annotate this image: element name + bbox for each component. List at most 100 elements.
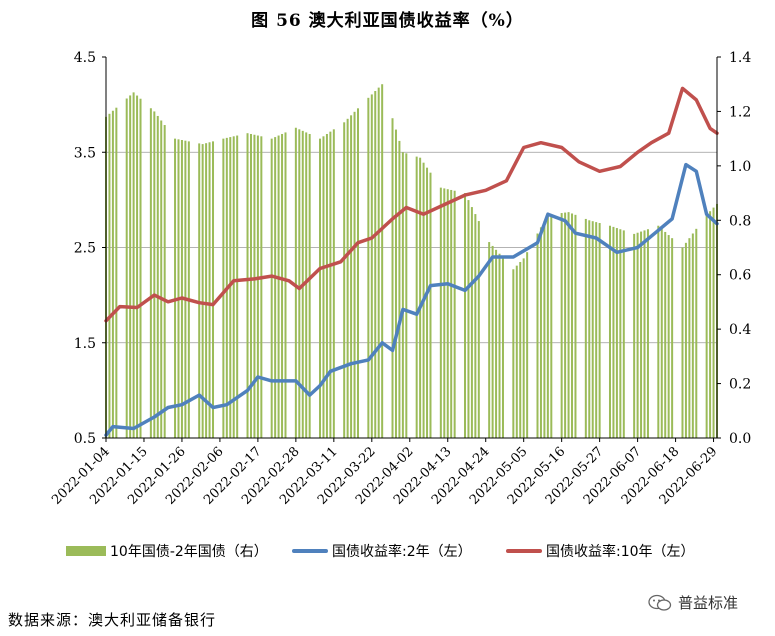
spread-bar — [598, 223, 601, 438]
spread-bar — [512, 269, 515, 438]
wechat-icon — [648, 594, 672, 611]
spread-bar — [539, 227, 542, 438]
spread-bar — [584, 218, 587, 438]
legend-item-spread: 10年国债-2年国债（右） — [66, 541, 268, 561]
spread-bar — [443, 188, 446, 438]
spread-bar — [260, 136, 263, 438]
spread-bar — [129, 95, 132, 438]
spread-bar — [253, 134, 256, 438]
spread-bar — [681, 247, 684, 438]
spread-bar — [643, 230, 646, 438]
spread-bar — [394, 129, 397, 439]
spread-bar — [450, 189, 453, 438]
spread-bar — [415, 156, 418, 438]
spread-bar — [564, 212, 567, 438]
chart-legend: 10年国债-2年国债（右） 国债收益率:2年（左） 国债收益率:10年（左） — [60, 541, 760, 561]
spread-bar — [488, 242, 491, 438]
chart-title: 图 56 澳大利亚国债收益率（%） — [251, 11, 524, 31]
spread-bar — [560, 213, 563, 438]
spread-bar — [612, 226, 615, 438]
spread-bar — [429, 172, 432, 439]
legend-label-10y: 国债收益率:10年（左） — [546, 544, 695, 560]
spread-bar — [325, 133, 328, 439]
spread-bar — [187, 141, 190, 438]
spread-bar — [405, 153, 408, 439]
y-right-tick-label: 0.8 — [729, 213, 751, 229]
spread-bar — [322, 136, 325, 438]
spread-bar — [591, 221, 594, 438]
spread-bar — [464, 193, 467, 438]
spread-bar — [343, 122, 346, 439]
spread-bar — [646, 229, 649, 438]
spread-bar — [515, 265, 518, 438]
y-left-tick-label: 4.5 — [74, 50, 96, 66]
spread-bar — [249, 133, 252, 439]
y-right-tick-label: 0.2 — [729, 377, 751, 393]
y-right-tick-label: 1.0 — [729, 159, 751, 175]
spread-bar — [543, 221, 546, 438]
spread-bar — [636, 232, 639, 438]
spread-bar — [208, 142, 211, 438]
spread-bar — [125, 98, 128, 439]
spread-bar — [198, 143, 201, 439]
spread-bar — [246, 133, 249, 438]
spread-bar — [174, 138, 177, 438]
spread-bar — [201, 144, 204, 439]
spread-bar — [439, 187, 442, 438]
y-right-tick-label: 0.0 — [729, 431, 751, 447]
spread-bar — [139, 98, 142, 438]
spread-bar — [501, 257, 504, 438]
spread-bar — [184, 140, 187, 438]
spread-bar — [115, 107, 118, 438]
spread-bar — [236, 135, 239, 438]
spread-bar — [667, 235, 670, 438]
spread-bar — [212, 141, 215, 438]
spread-bar — [491, 245, 494, 438]
legend-item-2y: 国债收益率:2年（左） — [292, 541, 472, 561]
spread-bar — [270, 138, 273, 438]
legend-item-10y: 国债收益率:10年（左） — [506, 541, 695, 561]
yield-10y-line — [104, 86, 719, 323]
spread-bar — [367, 97, 370, 439]
spread-bar — [684, 242, 687, 438]
spread-bar — [705, 214, 708, 438]
watermark: 普益标准 — [648, 592, 738, 613]
y-right-tick-label: 1.4 — [729, 50, 751, 66]
spread-bar — [205, 143, 208, 438]
spread-bar — [391, 118, 394, 438]
spread-bar — [277, 135, 280, 438]
spread-bar — [111, 110, 114, 438]
spread-bar — [136, 95, 139, 438]
spread-bar — [153, 111, 156, 438]
spread-bar — [426, 167, 429, 438]
spread-bar — [381, 84, 384, 438]
spread-bar — [160, 120, 163, 438]
spread-bar — [308, 133, 311, 439]
spread-bar — [474, 214, 477, 438]
spread-bar — [588, 220, 591, 438]
spread-bar — [498, 253, 501, 438]
spread-bar — [353, 111, 356, 438]
spread-bar — [695, 228, 698, 438]
spread-bar — [319, 138, 322, 438]
spread-bar — [633, 233, 636, 438]
spread-bar — [619, 229, 622, 438]
spread-bar — [595, 222, 598, 438]
legend-swatch-2y — [292, 549, 328, 553]
spread-bar — [163, 125, 166, 439]
legend-label-spread: 10年国债-2年国债（右） — [110, 544, 268, 560]
spread-bar — [567, 212, 570, 438]
spread-bar — [546, 214, 549, 438]
y-right-tick-label: 0.6 — [729, 268, 751, 284]
spread-bar — [305, 132, 308, 438]
spread-bar — [453, 190, 456, 438]
spread-bar — [332, 129, 335, 438]
legend-label-2y: 国债收益率:2年（左） — [332, 544, 472, 560]
spread-bar — [419, 157, 422, 438]
yield-2y-line — [104, 162, 719, 437]
spread-bar — [356, 108, 359, 439]
spread-bar — [346, 118, 349, 438]
spread-bar — [398, 140, 401, 439]
spread-bar — [691, 233, 694, 438]
y-left-tick-label: 3.5 — [74, 145, 96, 161]
